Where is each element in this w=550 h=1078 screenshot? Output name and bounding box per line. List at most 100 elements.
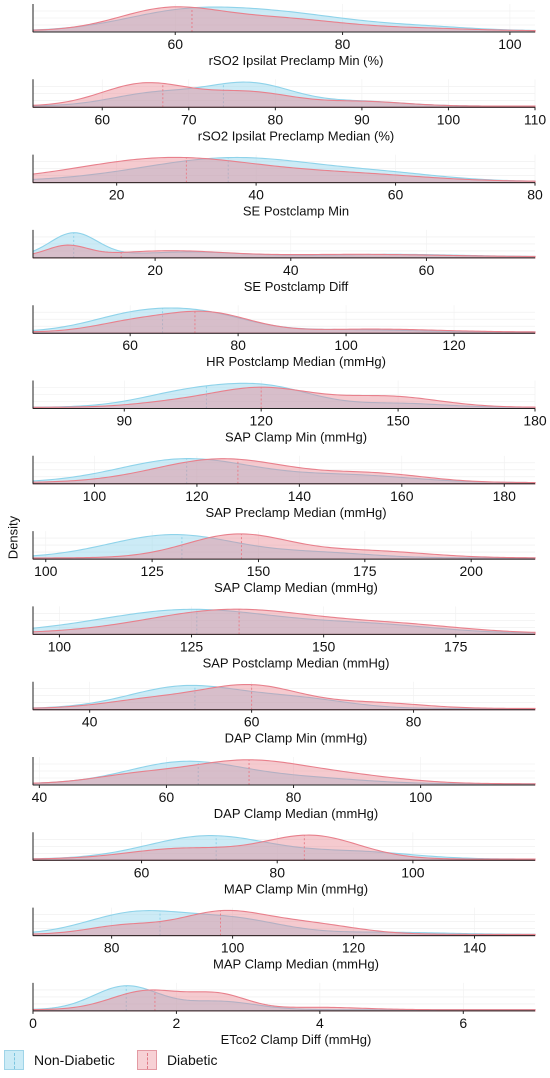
density-area-diabetic — [32, 989, 536, 1012]
x-axis-title: MAP Clamp Min (mmHg) — [224, 881, 368, 896]
density-area-nondiabetic — [32, 6, 536, 33]
tick-label: 175 — [444, 638, 468, 654]
tick-label: 180 — [493, 488, 517, 504]
density-area-diabetic — [32, 244, 536, 259]
tick-label: 40 — [248, 187, 264, 203]
tick-label: 60 — [244, 714, 260, 730]
tick-label: 4 — [316, 1015, 324, 1031]
tick-label: 20 — [147, 262, 163, 278]
tick-label: 140 — [288, 488, 312, 504]
x-axis-title: SE Postclamp Diff — [244, 279, 349, 294]
density-area-diabetic — [32, 310, 536, 334]
tick-label: 60 — [94, 111, 110, 127]
tick-label: 80 — [286, 789, 302, 805]
density-area-nondiabetic — [32, 382, 536, 410]
tick-label: 175 — [353, 563, 377, 579]
density-area-nondiabetic — [32, 608, 536, 635]
tick-label: 80 — [335, 36, 351, 52]
tick-label: 125 — [180, 638, 204, 654]
x-axis-title: DAP Clamp Min (mmHg) — [225, 731, 368, 746]
tick-label: 100 — [334, 337, 358, 353]
tick-label: 40 — [82, 714, 98, 730]
x-axis-title: HR Postclamp Median (mmHg) — [206, 354, 386, 369]
legend-item-nondiabetic[interactable]: Non-Diabetic — [4, 1050, 115, 1070]
tick-label: 60 — [388, 187, 404, 203]
x-axis-title: SAP Clamp Median (mmHg) — [214, 580, 378, 595]
x-axis-title: SAP Clamp Min (mmHg) — [225, 430, 367, 445]
x-axis-title: ETco2 Clamp Diff (mmHg) — [221, 1032, 372, 1047]
density-area-diabetic — [32, 156, 536, 184]
tick-label: 100 — [437, 111, 461, 127]
tick-label: 120 — [185, 488, 209, 504]
density-area-nondiabetic — [32, 458, 536, 485]
density-area-diabetic — [32, 759, 536, 786]
tick-label: 70 — [181, 111, 197, 127]
tick-label: 80 — [268, 111, 284, 127]
legend-swatch-nondiabetic — [4, 1050, 24, 1070]
tick-label: 90 — [116, 413, 132, 429]
tick-label: 60 — [122, 337, 138, 353]
density-area-diabetic — [32, 683, 536, 711]
tick-label: 100 — [401, 864, 425, 880]
tick-label: 150 — [386, 413, 410, 429]
tick-label: 80 — [527, 187, 543, 203]
density-area-nondiabetic — [32, 910, 536, 937]
tick-label: 140 — [463, 940, 487, 956]
tick-label: 60 — [159, 789, 175, 805]
density-area-diabetic — [32, 82, 536, 108]
x-axis-title: SE Postclamp Min — [243, 204, 349, 219]
tick-label: 80 — [104, 940, 120, 956]
x-axis-title: rSO2 Ipsilat Preclamp Min (%) — [209, 53, 384, 68]
tick-label: 150 — [312, 638, 336, 654]
x-axis-title: SAP Preclamp Median (mmHg) — [205, 505, 386, 520]
tick-label: 200 — [460, 563, 484, 579]
density-area-nondiabetic — [32, 534, 536, 560]
tick-label: 0 — [29, 1015, 37, 1031]
legend-label-diabetic: Diabetic — [166, 1052, 218, 1068]
tick-label: 100 — [83, 488, 107, 504]
tick-label: 100 — [498, 36, 522, 52]
tick-label: 120 — [442, 337, 466, 353]
density-area-diabetic — [32, 608, 536, 635]
tick-label: 110 — [524, 111, 547, 127]
tick-label: 120 — [250, 413, 274, 429]
x-axis-title: SAP Postclamp Median (mmHg) — [203, 655, 390, 670]
tick-label: 160 — [390, 488, 414, 504]
tick-label: 60 — [134, 864, 150, 880]
density-area-diabetic — [32, 909, 536, 937]
x-axis-title: rSO2 Ipsilat Preclamp Median (%) — [198, 128, 395, 143]
tick-label: 2 — [173, 1015, 181, 1031]
density-area-nondiabetic — [32, 760, 536, 786]
tick-label: 125 — [140, 563, 164, 579]
x-axis-title: MAP Clamp Median (mmHg) — [213, 957, 379, 972]
density-area-diabetic — [32, 6, 536, 33]
tick-label: 90 — [354, 111, 370, 127]
legend-label-nondiabetic: Non-Diabetic — [34, 1052, 115, 1068]
density-area-diabetic — [32, 386, 536, 410]
tick-label: 100 — [48, 638, 72, 654]
x-axis-title: DAP Clamp Median (mmHg) — [214, 806, 378, 821]
legend-item-diabetic[interactable]: Diabetic — [136, 1050, 218, 1070]
y-axis-label: Density — [5, 515, 21, 560]
tick-label: 120 — [342, 940, 366, 956]
tick-label: 6 — [459, 1015, 467, 1031]
tick-label: 60 — [419, 262, 435, 278]
tick-label: 180 — [523, 413, 547, 429]
density-area-nondiabetic — [32, 835, 536, 861]
tick-label: 150 — [247, 563, 271, 579]
tick-label: 40 — [32, 789, 48, 805]
tick-label: 80 — [230, 337, 246, 353]
density-area-diabetic — [32, 533, 536, 560]
density-area-diabetic — [32, 834, 536, 861]
tick-label: 100 — [34, 563, 58, 579]
tick-label: 80 — [269, 864, 285, 880]
tick-label: 20 — [109, 187, 125, 203]
tick-label: 100 — [221, 940, 245, 956]
legend: Non-Diabetic Diabetic — [4, 1050, 240, 1070]
tick-label: 40 — [283, 262, 299, 278]
tick-label: 80 — [406, 714, 422, 730]
tick-label: 60 — [167, 36, 183, 52]
legend-swatch-diabetic — [136, 1050, 157, 1070]
density-area-nondiabetic — [32, 684, 536, 711]
